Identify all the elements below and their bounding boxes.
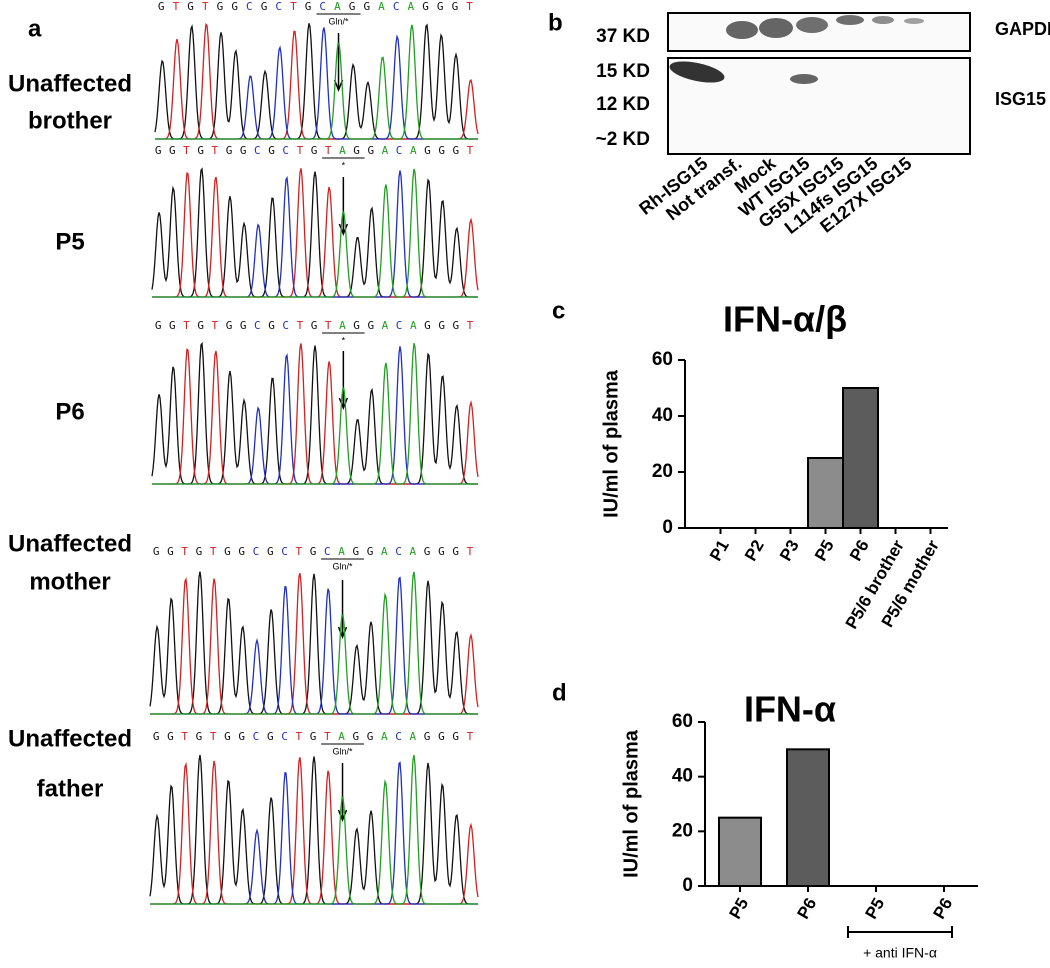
marker-label: ~2 KD: [596, 129, 650, 150]
panel-label: d: [552, 679, 567, 706]
annotation: Gln/*: [333, 561, 354, 571]
bar: [807, 457, 844, 529]
y-tick-label: 60: [652, 349, 673, 370]
trace: [152, 343, 478, 485]
y-tick-label: 20: [672, 820, 693, 841]
marker-label: 15 KD: [596, 61, 650, 82]
protein-label: GAPDH: [995, 19, 1050, 39]
arrow-head: [338, 397, 349, 411]
panel-label: c: [552, 297, 565, 324]
marker-label: 37 KD: [596, 26, 650, 47]
trace: [149, 571, 478, 715]
protein-label: ISG15: [995, 89, 1046, 109]
arrow-head: [337, 809, 348, 823]
bar: [786, 748, 830, 887]
panel-label: b: [548, 9, 563, 36]
trace: [152, 346, 478, 485]
x-tick-label: P2: [741, 537, 768, 565]
trace: [151, 167, 478, 298]
x-tick-label: P3: [776, 537, 803, 565]
track-label: father: [37, 775, 104, 802]
marker-label: 12 KD: [596, 94, 650, 115]
trace: [154, 23, 478, 140]
track-label: P5: [55, 228, 84, 255]
panel-label: a: [28, 15, 42, 42]
trace: [151, 341, 478, 485]
y-axis-label: IU/ml of plasma: [620, 729, 642, 878]
track-label: Unaffected: [8, 725, 132, 752]
trace: [150, 573, 479, 715]
y-tick-label: 0: [662, 517, 673, 538]
trace: [155, 24, 478, 140]
track-label: P6: [55, 398, 84, 425]
y-tick-label: 40: [672, 766, 693, 787]
track-label: brother: [28, 107, 112, 134]
chart-title: IFN-α/β: [723, 299, 847, 340]
arrow-head: [333, 79, 344, 93]
annotation: Gln/*: [329, 16, 350, 26]
y-axis-label: IU/ml of plasma: [600, 369, 622, 518]
x-tick-label: P5: [725, 895, 752, 923]
annotation: *: [342, 160, 346, 170]
x-tick-label: P1: [706, 537, 733, 565]
annotation: Gln/*: [333, 746, 354, 756]
trace: [150, 757, 479, 905]
x-tick-label: P6: [793, 895, 820, 923]
trace: [155, 22, 479, 140]
x-tick-label: P5: [861, 895, 888, 923]
track-label: Unaffected: [8, 70, 132, 97]
arrow-head: [337, 626, 348, 640]
track-label: mother: [29, 568, 110, 595]
y-tick-label: 40: [652, 405, 673, 426]
bands: [669, 15, 924, 84]
bar: [842, 387, 879, 529]
bar: [718, 816, 762, 888]
y-tick-label: 0: [682, 875, 693, 896]
x-tick-label: P6: [846, 537, 873, 565]
trace: [152, 168, 478, 298]
x-tick-label: P5: [811, 537, 838, 565]
chart-title: IFN-α: [744, 689, 836, 730]
track-label: Unaffected: [8, 530, 132, 557]
y-tick-label: 60: [672, 711, 693, 732]
trace: [150, 761, 478, 905]
trace: [150, 576, 478, 715]
x-tick-label: P6: [929, 895, 956, 923]
trace: [149, 754, 478, 905]
trace: [150, 571, 478, 715]
trace: [150, 754, 478, 905]
y-tick-label: 20: [652, 461, 673, 482]
annotation: *: [342, 335, 346, 345]
annotation: + anti IFN-α: [863, 945, 937, 961]
trace: [155, 27, 478, 140]
